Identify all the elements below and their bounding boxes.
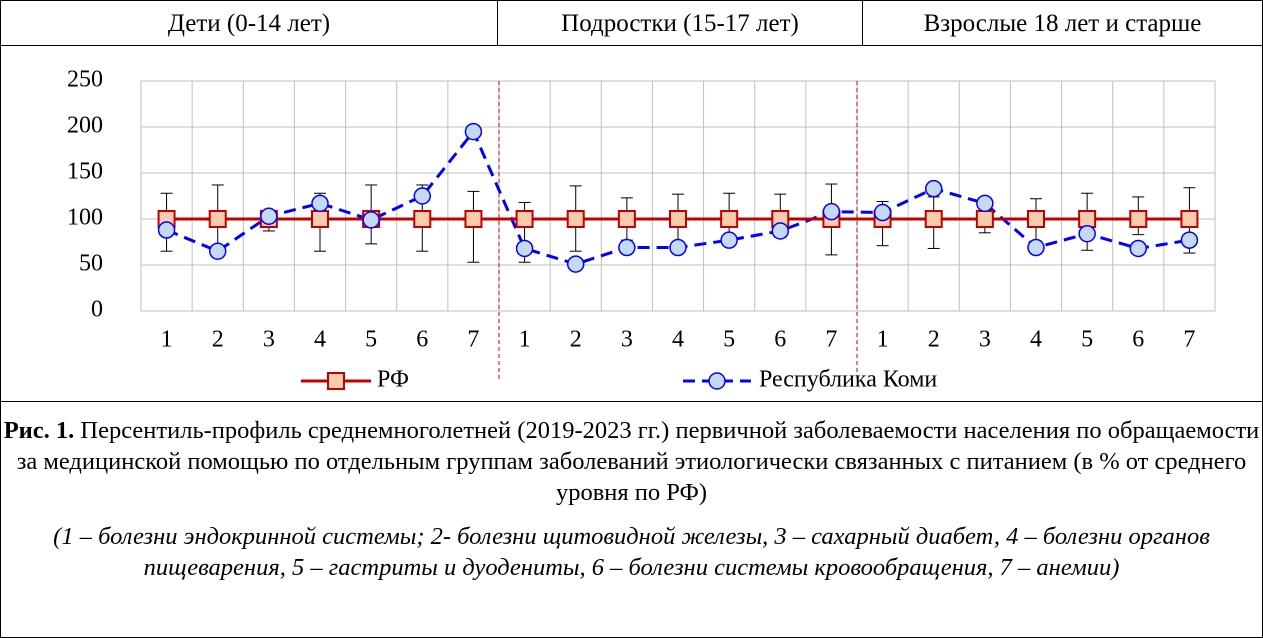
point-marker	[976, 194, 994, 213]
point-marker	[260, 207, 278, 225]
point-marker	[1078, 210, 1097, 228]
caption-label: Рис. 1.	[3, 417, 75, 444]
point-marker	[1078, 224, 1096, 243]
x-tick-label: 2	[570, 327, 582, 353]
caption-text: Персентиль-профиль среднемноголетней (20…	[16, 417, 1260, 506]
point-marker	[464, 210, 483, 228]
note: (1 – болезни эндокринной системы; 2- бол…	[53, 523, 1210, 581]
point-marker	[669, 238, 687, 257]
x-tick-label: 2	[212, 327, 224, 353]
point-marker	[771, 222, 790, 240]
x-tick-label: 4	[314, 327, 326, 353]
x-tick-label: 1	[161, 327, 173, 353]
point-marker	[566, 210, 585, 228]
x-tick-label: 5	[365, 327, 377, 353]
x-tick-label: 6	[416, 327, 428, 353]
group-header: Подростки (15-17 лет)	[498, 1, 863, 46]
x-tick-label: 1	[519, 327, 531, 353]
group-header: Дети (0-14 лет)	[1, 1, 498, 46]
point-marker	[208, 210, 227, 228]
point-marker	[924, 210, 943, 228]
x-tick-label: 3	[263, 327, 275, 353]
x-tick-label: 4	[672, 327, 684, 353]
point-marker	[362, 211, 380, 229]
point-marker	[720, 231, 738, 249]
point-marker	[515, 210, 534, 228]
point-marker	[617, 210, 636, 228]
x-tick-label: 3	[979, 327, 991, 353]
x-tick-label: 5	[723, 327, 735, 353]
legend-swatch	[708, 372, 726, 390]
point-marker	[1027, 210, 1045, 228]
point-marker	[618, 238, 636, 257]
point-marker	[1129, 239, 1148, 258]
point-marker	[975, 210, 994, 228]
y-tick-label: 200	[67, 113, 103, 139]
x-tick-label: 1	[877, 327, 889, 353]
y-tick-label: 100	[67, 205, 103, 231]
point-marker	[413, 210, 432, 228]
y-tick-label: 0	[91, 297, 103, 323]
point-marker	[515, 239, 534, 258]
legend-swatch	[327, 372, 345, 390]
point-marker	[873, 203, 892, 222]
point-marker	[464, 122, 483, 141]
y-tick-label: 150	[67, 159, 103, 185]
x-tick-label: 2	[928, 327, 940, 353]
point-marker	[720, 210, 739, 228]
point-marker	[566, 255, 585, 273]
point-marker	[924, 179, 943, 198]
x-tick-label: 4	[1030, 327, 1042, 353]
x-tick-label: 6	[774, 327, 786, 353]
chart: 0 50 100 150 200 250 1 2 3 4 5 6 7 1 2 3 4 5 6 7 1 2 3 4 5 6 7 РФ Ре…	[67, 67, 1216, 393]
point-marker	[311, 194, 329, 213]
point-marker	[208, 242, 227, 260]
point-marker	[1180, 210, 1199, 228]
point-marker	[669, 210, 687, 228]
x-tick-label: 7	[467, 327, 479, 353]
legend-label: РФ	[377, 367, 409, 393]
y-tick-label: 50	[79, 251, 103, 277]
y-tick-label: 250	[67, 67, 103, 93]
x-tick-label: 5	[1081, 327, 1093, 353]
group-header: Взрослые 18 лет и старше	[863, 1, 1262, 46]
x-tick-label: 7	[825, 327, 837, 353]
point-marker	[157, 221, 176, 239]
x-tick-label: 7	[1183, 327, 1195, 353]
point-marker	[1180, 231, 1199, 249]
legend-label: Республика Коми	[759, 367, 937, 393]
x-tick-label: 3	[621, 327, 633, 353]
plot-border	[140, 80, 1216, 312]
x-tick-label: 6	[1132, 327, 1144, 353]
caption: Рис. 1. Персентиль-профиль среднемноголе…	[1, 401, 1262, 508]
point-marker	[822, 202, 841, 221]
point-marker	[311, 210, 329, 228]
point-marker	[1027, 238, 1045, 257]
point-marker	[413, 187, 432, 205]
point-marker	[1129, 210, 1148, 228]
